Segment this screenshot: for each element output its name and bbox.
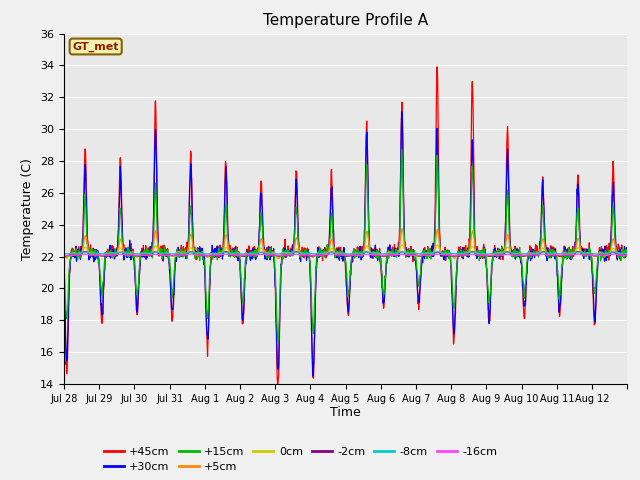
+45cm: [60, 270, 68, 276]
+45cm: [172, 257, 179, 263]
+15cm: [60, 260, 68, 266]
+5cm: [623, 252, 630, 257]
+15cm: [623, 247, 630, 252]
+15cm: [248, 249, 256, 254]
-8cm: [291, 249, 299, 255]
+5cm: [186, 239, 193, 245]
+45cm: [274, 381, 282, 387]
+30cm: [398, 109, 406, 115]
+45cm: [433, 64, 441, 70]
+45cm: [557, 301, 564, 307]
Title: Temperature Profile A: Temperature Profile A: [263, 13, 428, 28]
-2cm: [508, 251, 515, 257]
0cm: [275, 254, 282, 260]
-8cm: [186, 250, 193, 255]
-16cm: [623, 252, 630, 258]
+15cm: [557, 281, 564, 287]
+45cm: [508, 250, 515, 255]
+30cm: [309, 373, 317, 379]
+45cm: [623, 246, 630, 252]
+15cm: [508, 252, 515, 257]
+45cm: [434, 72, 442, 78]
+5cm: [508, 250, 515, 256]
+30cm: [248, 256, 256, 262]
+15cm: [274, 338, 282, 344]
0cm: [508, 251, 515, 257]
Line: 0cm: 0cm: [64, 245, 627, 257]
-2cm: [623, 252, 630, 258]
-8cm: [557, 251, 564, 257]
-16cm: [172, 252, 179, 258]
-8cm: [483, 251, 491, 257]
+30cm: [60, 274, 68, 280]
Line: +5cm: +5cm: [64, 228, 627, 259]
-16cm: [329, 251, 337, 257]
+5cm: [557, 254, 564, 260]
-8cm: [248, 251, 256, 256]
+45cm: [248, 252, 256, 258]
Line: +15cm: +15cm: [64, 149, 627, 341]
-16cm: [60, 252, 68, 258]
Legend: +45cm, +30cm, +15cm, +5cm, 0cm, -2cm, -8cm, -16cm: +45cm, +30cm, +15cm, +5cm, 0cm, -2cm, -8…: [99, 442, 502, 477]
+15cm: [434, 162, 442, 168]
-16cm: [433, 252, 441, 257]
-2cm: [239, 253, 247, 259]
Line: -16cm: -16cm: [64, 254, 627, 255]
X-axis label: Time: Time: [330, 407, 361, 420]
+30cm: [508, 249, 515, 255]
-2cm: [186, 249, 193, 255]
+5cm: [275, 256, 283, 262]
+15cm: [172, 251, 179, 256]
Line: -8cm: -8cm: [64, 252, 627, 254]
Y-axis label: Temperature (C): Temperature (C): [22, 158, 35, 260]
-16cm: [557, 252, 564, 258]
0cm: [399, 242, 406, 248]
+30cm: [434, 145, 442, 151]
-8cm: [433, 249, 441, 255]
0cm: [186, 247, 193, 252]
-2cm: [60, 253, 68, 259]
+15cm: [397, 146, 405, 152]
-16cm: [248, 252, 256, 258]
-2cm: [434, 249, 442, 255]
0cm: [623, 253, 630, 259]
+5cm: [60, 252, 68, 258]
-2cm: [81, 249, 88, 254]
+5cm: [399, 226, 406, 231]
+5cm: [434, 227, 442, 233]
0cm: [557, 252, 564, 258]
-8cm: [508, 250, 515, 255]
-8cm: [623, 251, 630, 256]
Line: -2cm: -2cm: [64, 252, 627, 256]
+30cm: [623, 252, 630, 258]
+15cm: [186, 226, 193, 232]
0cm: [434, 242, 442, 248]
-16cm: [593, 252, 600, 258]
-16cm: [186, 252, 193, 257]
+30cm: [186, 216, 193, 221]
Line: +45cm: +45cm: [64, 67, 627, 384]
0cm: [248, 252, 256, 258]
Line: +30cm: +30cm: [64, 112, 627, 376]
+45cm: [186, 209, 193, 215]
Text: GT_met: GT_met: [72, 41, 119, 52]
-8cm: [60, 251, 68, 257]
+5cm: [172, 252, 179, 257]
+30cm: [172, 259, 179, 265]
0cm: [60, 252, 68, 258]
-2cm: [557, 253, 564, 259]
-2cm: [172, 252, 180, 258]
-8cm: [172, 251, 179, 257]
+30cm: [557, 293, 564, 299]
0cm: [172, 253, 179, 259]
+5cm: [248, 251, 256, 256]
-16cm: [507, 252, 515, 257]
-2cm: [249, 252, 257, 258]
